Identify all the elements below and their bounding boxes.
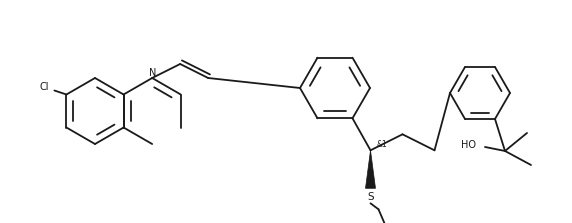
- Text: Cl: Cl: [39, 83, 49, 93]
- Text: &1: &1: [376, 140, 387, 149]
- Text: HO: HO: [462, 140, 476, 150]
- Text: N: N: [149, 68, 157, 78]
- Text: S: S: [367, 192, 374, 202]
- Polygon shape: [366, 150, 375, 188]
